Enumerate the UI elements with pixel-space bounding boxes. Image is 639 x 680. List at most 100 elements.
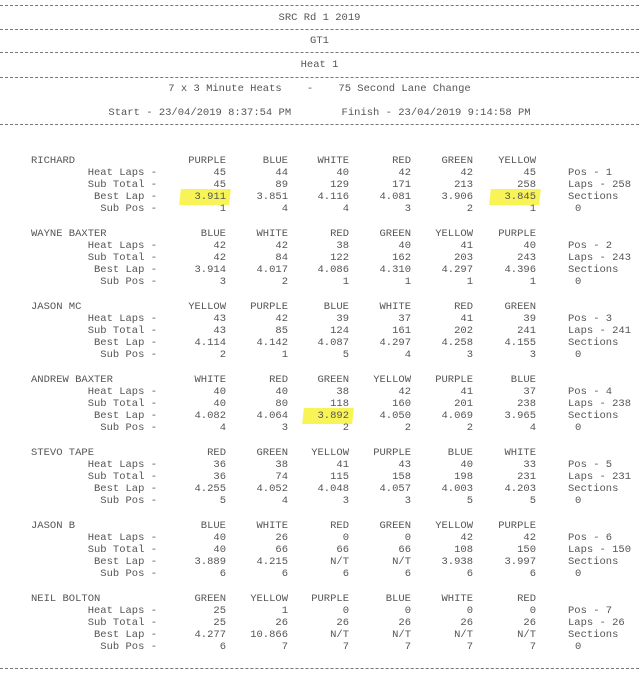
- heat-laps-cell: 0: [342, 532, 349, 544]
- row-label: Heat Laps -: [87, 532, 157, 544]
- sub-pos-cell: 4: [219, 422, 226, 434]
- divider: [0, 52, 639, 53]
- lane-header: PURPLE: [373, 447, 411, 459]
- sections-value: 0: [575, 276, 582, 288]
- heat-laps-cell: 44: [275, 167, 288, 179]
- heat-laps-cell: 41: [460, 386, 473, 398]
- sub-total-cell: 40: [213, 544, 226, 556]
- row-label: Best Lap -: [93, 410, 157, 422]
- sub-pos-cell: 1: [529, 203, 536, 215]
- best-lap-cell: 4.155: [504, 337, 536, 349]
- lane-header: RED: [454, 301, 473, 313]
- sub-total-cell: 66: [398, 544, 411, 556]
- total-laps: Laps - 243: [568, 252, 632, 264]
- sub-pos-cell: 1: [281, 349, 288, 361]
- sub-total-cell: 66: [275, 544, 288, 556]
- sub-total-cell: 80: [275, 398, 288, 410]
- best-lap-cell: 3.911: [194, 191, 226, 203]
- sub-total-cell: 45: [213, 179, 226, 191]
- heat-laps-cell: 40: [460, 459, 473, 471]
- sections-value: 0: [575, 422, 582, 434]
- sub-total-cell: 161: [392, 325, 411, 337]
- sub-pos-cell: 7: [342, 641, 349, 653]
- lane-header: RED: [207, 447, 226, 459]
- lane-header: YELLOW: [250, 593, 288, 605]
- heat-laps-cell: 43: [398, 459, 411, 471]
- sub-pos-cell: 7: [281, 641, 288, 653]
- heat-laps-cell: 40: [523, 240, 536, 252]
- sub-total-cell: 26: [460, 617, 473, 629]
- sub-total-cell: 85: [275, 325, 288, 337]
- best-lap-cell: 4.069: [441, 410, 473, 422]
- best-lap-cell: 4.203: [504, 483, 536, 495]
- heat-laps-cell: 40: [275, 386, 288, 398]
- sub-total-cell: 115: [330, 471, 349, 483]
- sub-total-cell: 108: [454, 544, 473, 556]
- lane-header: RED: [330, 520, 349, 532]
- lane-header: YELLOW: [498, 155, 536, 167]
- heat-laps-cell: 42: [460, 167, 473, 179]
- lane-header: YELLOW: [435, 228, 473, 240]
- sub-pos-cell: 2: [404, 422, 411, 434]
- sections-label: Sections: [568, 337, 619, 349]
- lane-header: RED: [392, 155, 411, 167]
- best-lap-cell: 3.938: [441, 556, 473, 568]
- position: Pos - 4: [568, 386, 613, 398]
- best-lap-cell: N/T: [517, 629, 536, 641]
- row-label: Sub Pos -: [100, 422, 157, 434]
- sub-pos-cell: 6: [219, 641, 226, 653]
- sub-pos-cell: 3: [404, 495, 411, 507]
- driver-name: ANDREW BAXTER: [31, 374, 113, 386]
- sub-total-cell: 89: [275, 179, 288, 191]
- sub-pos-cell: 5: [219, 495, 226, 507]
- sub-pos-cell: 2: [281, 276, 288, 288]
- sub-total-cell: 26: [523, 617, 536, 629]
- sub-total-cell: 84: [275, 252, 288, 264]
- heat-laps-cell: 1: [281, 605, 288, 617]
- sub-pos-cell: 2: [466, 422, 473, 434]
- heat-laps-cell: 39: [336, 313, 349, 325]
- best-lap-cell: 4.116: [317, 191, 349, 203]
- sub-total-cell: 129: [330, 179, 349, 191]
- lane-header: BLUE: [447, 447, 473, 459]
- sections-label: Sections: [568, 191, 619, 203]
- sub-pos-cell: 1: [219, 203, 226, 215]
- sub-pos-cell: 6: [529, 568, 536, 580]
- sub-total-cell: 241: [517, 325, 536, 337]
- sub-pos-cell: 6: [466, 568, 473, 580]
- best-lap-cell: 4.297: [441, 264, 473, 276]
- heat-laps-cell: 40: [213, 532, 226, 544]
- driver-name: JASON B: [31, 520, 76, 532]
- row-label: Sub Pos -: [100, 276, 157, 288]
- heat-format: 7 x 3 Minute Heats - 75 Second Lane Chan…: [168, 83, 471, 95]
- heat-laps-cell: 45: [523, 167, 536, 179]
- best-lap-cell: 4.082: [194, 410, 226, 422]
- lane-header: YELLOW: [311, 447, 349, 459]
- heat-laps-cell: 0: [404, 532, 411, 544]
- heat-laps-cell: 41: [460, 313, 473, 325]
- driver-name: RICHARD: [31, 155, 76, 167]
- sub-total-cell: 171: [392, 179, 411, 191]
- sub-pos-cell: 4: [281, 203, 288, 215]
- heat-laps-cell: 39: [523, 313, 536, 325]
- lane-header: BLUE: [200, 228, 226, 240]
- row-label: Best Lap -: [93, 264, 157, 276]
- lane-header: YELLOW: [188, 301, 226, 313]
- best-lap-cell: 4.142: [256, 337, 288, 349]
- row-label: Heat Laps -: [87, 605, 157, 617]
- sub-pos-cell: 6: [342, 568, 349, 580]
- lane-header: GREEN: [504, 301, 536, 313]
- sub-total-cell: 158: [392, 471, 411, 483]
- best-lap-cell: 4.057: [379, 483, 411, 495]
- sub-total-cell: 36: [213, 471, 226, 483]
- sub-total-cell: 258: [517, 179, 536, 191]
- sub-total-cell: 203: [454, 252, 473, 264]
- sub-pos-cell: 3: [466, 349, 473, 361]
- sub-total-cell: 198: [454, 471, 473, 483]
- heat-laps-cell: 40: [213, 386, 226, 398]
- heat-laps-cell: 38: [275, 459, 288, 471]
- row-label: Sub Total -: [87, 179, 157, 191]
- heat-laps-cell: 36: [213, 459, 226, 471]
- heat-laps-cell: 37: [523, 386, 536, 398]
- row-label: Sub Pos -: [100, 349, 157, 361]
